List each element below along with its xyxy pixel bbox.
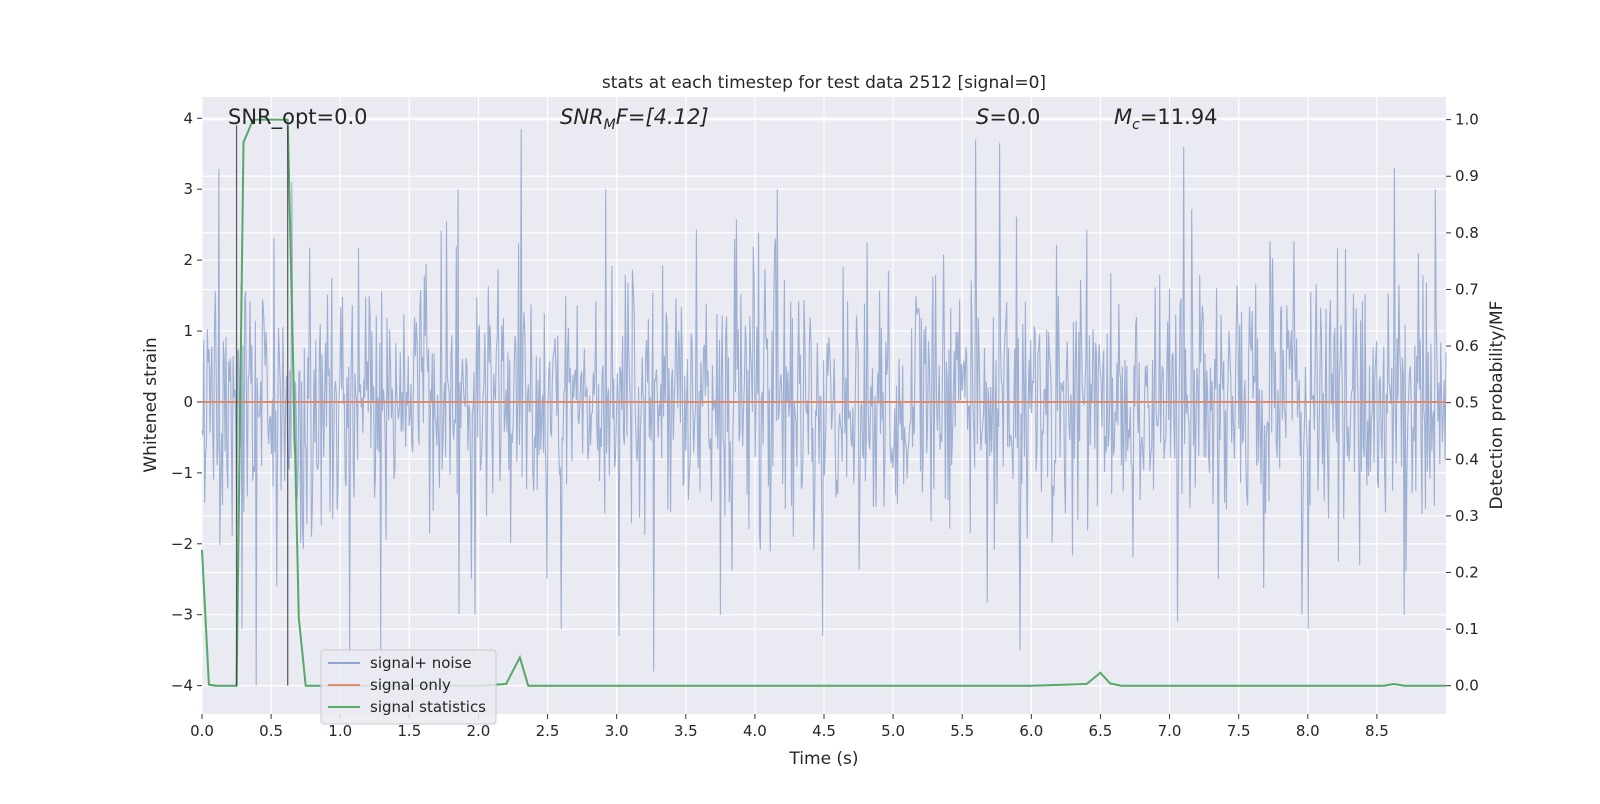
vertical-markers (235, 125, 289, 686)
x-tick-label-13: 6.5 (1089, 722, 1113, 740)
line-series (201, 118, 1446, 687)
legend-label-statistics: signal statistics (370, 698, 486, 716)
x-tick-label-2: 1.0 (328, 722, 352, 740)
x-tick-label-16: 8.0 (1296, 722, 1320, 740)
x-tick-label-10: 5.0 (881, 722, 905, 740)
legend-box (320, 649, 497, 725)
y-right-tick-label-4: 0.6 (1455, 337, 1479, 355)
x-tick-label-14: 7.0 (1158, 722, 1182, 740)
y-right-axis-label: Detection probability/MF (1487, 301, 1507, 510)
y-left-tick-label-7: −3 (171, 606, 193, 624)
y-right-tick-label-3: 0.7 (1455, 280, 1479, 298)
x-tick-label-5: 2.5 (536, 722, 560, 740)
annotation-mc: Mc=11.94 (1114, 105, 1218, 133)
x-tick-label-9: 4.5 (812, 722, 836, 740)
chart-title: stats at each timestep for test data 251… (602, 73, 1046, 93)
series-signal-plus-noise (201, 128, 1447, 686)
y-left-tick-label-5: −1 (171, 464, 193, 482)
x-tick-label-15: 7.5 (1227, 722, 1251, 740)
x-tick-labels: 0.0 0.5 1.0 1.5 2.0 2.5 3.0 3.5 4.0 4.5 5.0 5.5 6.0 6… (190, 714, 1389, 740)
y-left-axis-label: Whitened strain (141, 337, 161, 472)
x-tick-label-3: 1.5 (397, 722, 421, 740)
x-tick-label-8: 4.0 (743, 722, 767, 740)
y-left-tick-label-3: 1 (183, 322, 193, 340)
y-right-tick-label-5: 0.5 (1455, 394, 1479, 412)
series-signal-statistics (201, 118, 1446, 687)
y-left-tick-label-0: 4 (183, 109, 193, 127)
annotation-s: S=0.0 (976, 105, 1040, 129)
y-left-tick-label-4: 0 (183, 393, 193, 411)
y-left-tick-label-8: −4 (171, 677, 193, 695)
y-left-tick-label-2: 2 (183, 251, 193, 269)
y-right-tick-labels: 1.0 0.9 0.8 0.7 0.6 0.5 0.4 0.3 0.2 0.1 0.0 (1446, 111, 1479, 695)
x-tick-label-0: 0.0 (190, 722, 214, 740)
x-tick-label-12: 6.0 (1019, 722, 1043, 740)
y-right-tick-label-9: 0.1 (1455, 620, 1479, 638)
y-right-tick-label-1: 0.9 (1455, 167, 1479, 185)
y-left-tick-label-1: 3 (183, 180, 193, 198)
legend-label-signal: signal only (370, 676, 451, 694)
x-tick-label-6: 3.0 (605, 722, 629, 740)
legend: signal+ noise signal only signal statist… (320, 649, 497, 725)
annotation-snr-opt: SNR_opt=0.0 (228, 105, 368, 130)
x-tick-label-4: 2.0 (467, 722, 491, 740)
y-left-tick-labels: 4 3 2 1 0 −1 −2 −3 −4 (171, 109, 202, 695)
y-left-tick-label-6: −2 (171, 535, 193, 553)
annotation-snr-mf: SNRMF=[4.12] (560, 105, 709, 133)
x-axis-label: Time (s) (788, 749, 858, 769)
x-tick-label-17: 8.5 (1365, 722, 1389, 740)
x-tick-label-11: 5.5 (950, 722, 974, 740)
y-right-tick-label-6: 0.4 (1455, 450, 1479, 468)
x-tick-label-7: 3.5 (674, 722, 698, 740)
y-right-tick-label-0: 1.0 (1455, 111, 1479, 129)
y-right-tick-label-10: 0.0 (1455, 677, 1479, 695)
legend-label-noise: signal+ noise (370, 654, 472, 672)
y-right-tick-label-8: 0.2 (1455, 563, 1479, 581)
y-right-tick-label-2: 0.8 (1455, 224, 1479, 242)
x-tick-label-1: 0.5 (259, 722, 283, 740)
y-right-tick-label-7: 0.3 (1455, 507, 1479, 525)
noise-series (201, 128, 1447, 686)
